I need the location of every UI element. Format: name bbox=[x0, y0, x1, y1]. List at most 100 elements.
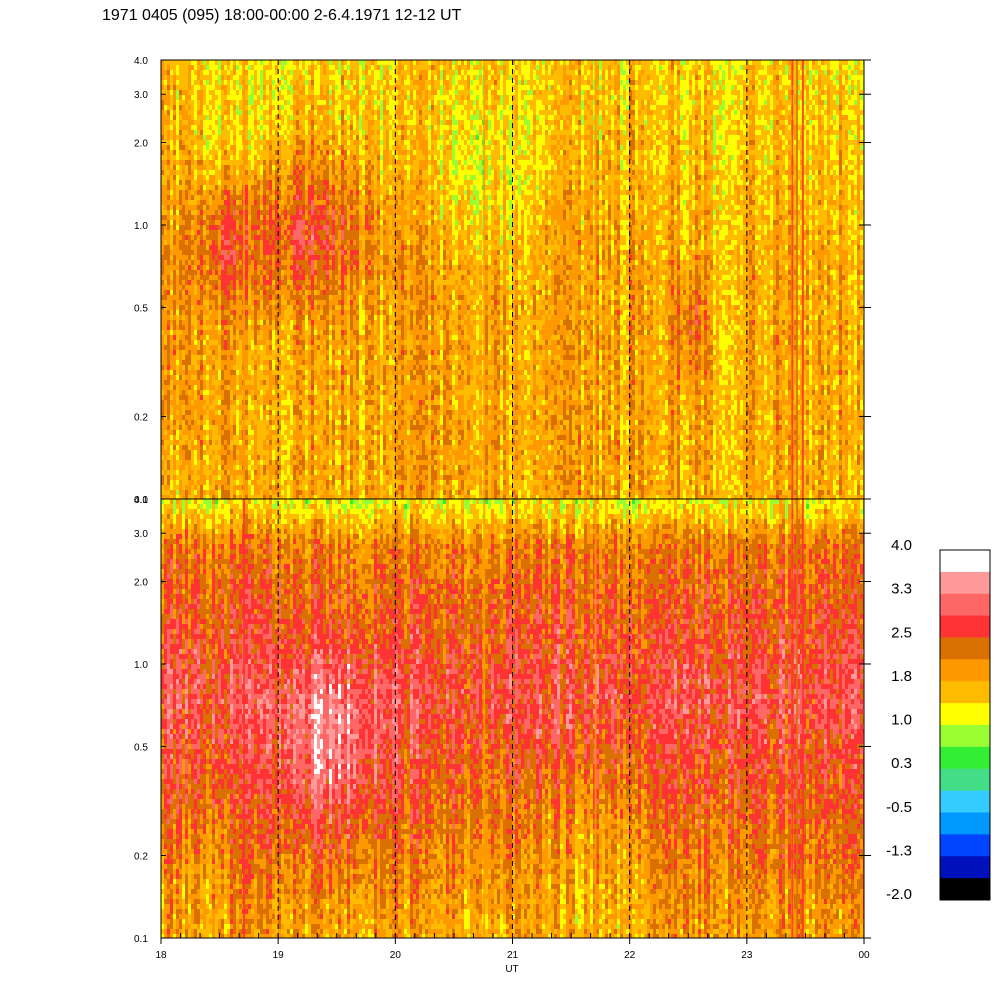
spectrum-cell bbox=[194, 305, 197, 310]
spectrum-cell bbox=[263, 225, 266, 230]
spectrum-cell bbox=[221, 360, 224, 365]
spectrum-cell bbox=[257, 490, 260, 495]
spectrum-cell bbox=[194, 130, 197, 135]
spectrum-cell bbox=[173, 195, 176, 200]
spectrum-cell bbox=[269, 190, 272, 195]
spectrum-cell bbox=[227, 65, 230, 70]
spectrum-cell bbox=[269, 400, 272, 405]
spectrum-cell bbox=[251, 110, 254, 115]
spectrum-cell bbox=[296, 335, 299, 340]
spectrum-cell bbox=[245, 290, 248, 295]
spectrum-cell bbox=[206, 225, 209, 230]
spectrum-cell bbox=[320, 75, 323, 80]
spectrum-cell bbox=[176, 80, 179, 85]
spectrum-cell bbox=[269, 170, 272, 175]
spectrum-cell bbox=[167, 160, 170, 165]
spectrum-cell bbox=[215, 160, 218, 165]
spectrum-cell bbox=[188, 80, 191, 85]
spectrum-cell bbox=[260, 215, 263, 220]
spectrum-cell bbox=[182, 255, 185, 260]
spectrum-cell bbox=[194, 475, 197, 480]
spectrum-cell bbox=[284, 390, 287, 395]
spectrum-cell bbox=[266, 490, 269, 495]
spectrum-cell bbox=[245, 145, 248, 150]
spectrum-cell bbox=[314, 275, 317, 280]
spectrum-cell bbox=[176, 340, 179, 345]
spectrum-cell bbox=[176, 60, 179, 65]
spectrum-cell bbox=[188, 345, 191, 350]
spectrum-cell bbox=[320, 165, 323, 170]
spectrum-cell bbox=[164, 195, 167, 200]
spectrum-cell bbox=[245, 400, 248, 405]
spectrum-cell bbox=[197, 480, 200, 485]
spectrum-cell bbox=[194, 455, 197, 460]
spectrum-cell bbox=[173, 385, 176, 390]
spectrum-cell bbox=[194, 155, 197, 160]
spectrum-cell bbox=[299, 240, 302, 245]
spectrum-cell bbox=[320, 275, 323, 280]
spectrum-cell bbox=[290, 100, 293, 105]
spectrum-cell bbox=[248, 375, 251, 380]
spectrum-cell bbox=[212, 150, 215, 155]
spectrum-cell bbox=[260, 385, 263, 390]
spectrum-cell bbox=[194, 255, 197, 260]
spectrum-cell bbox=[296, 280, 299, 285]
spectrum-cell bbox=[197, 250, 200, 255]
spectrum-cell bbox=[281, 60, 284, 65]
spectrum-cell bbox=[206, 325, 209, 330]
spectrum-cell bbox=[314, 415, 317, 420]
spectrum-cell bbox=[194, 165, 197, 170]
spectrum-cell bbox=[173, 175, 176, 180]
spectrum-cell bbox=[266, 300, 269, 305]
spectrum-cell bbox=[281, 395, 284, 400]
spectrum-cell bbox=[305, 290, 308, 295]
spectrum-cell bbox=[236, 490, 239, 495]
spectrum-cell bbox=[269, 225, 272, 230]
spectrum-cell bbox=[326, 160, 329, 165]
spectrum-cell bbox=[227, 205, 230, 210]
spectrum-cell bbox=[251, 315, 254, 320]
spectrum-cell bbox=[188, 400, 191, 405]
spectrum-cell bbox=[275, 325, 278, 330]
spectrum-cell bbox=[212, 230, 215, 235]
spectrum-cell bbox=[245, 375, 248, 380]
spectrum-cell bbox=[209, 460, 212, 465]
spectrum-cell bbox=[248, 185, 251, 190]
spectrum-cell bbox=[257, 435, 260, 440]
spectrum-cell bbox=[272, 85, 275, 90]
spectrum-cell bbox=[266, 175, 269, 180]
spectrum-cell bbox=[251, 480, 254, 485]
spectrum-cell bbox=[248, 205, 251, 210]
spectrum-cell bbox=[257, 340, 260, 345]
spectrum-cell bbox=[263, 105, 266, 110]
spectrum-cell bbox=[185, 310, 188, 315]
spectrum-cell bbox=[287, 75, 290, 80]
spectrum-cell bbox=[323, 370, 326, 375]
spectrum-cell bbox=[305, 285, 308, 290]
spectrum-cell bbox=[230, 260, 233, 265]
spectrum-cell bbox=[200, 285, 203, 290]
spectrum-cell bbox=[326, 140, 329, 145]
spectrum-cell bbox=[212, 160, 215, 165]
spectrum-cell bbox=[164, 300, 167, 305]
spectrum-cell bbox=[248, 195, 251, 200]
spectrum-cell bbox=[275, 305, 278, 310]
spectrum-cell bbox=[260, 170, 263, 175]
spectrum-cell bbox=[233, 65, 236, 70]
spectrum-cell bbox=[263, 240, 266, 245]
spectrum-cell bbox=[233, 160, 236, 165]
spectrum-cell bbox=[233, 370, 236, 375]
spectrum-cell bbox=[329, 185, 332, 190]
spectrum-cell bbox=[233, 365, 236, 370]
spectrum-cell bbox=[260, 260, 263, 265]
spectrum-cell bbox=[224, 150, 227, 155]
spectrum-cell bbox=[194, 90, 197, 95]
spectrum-cell bbox=[287, 295, 290, 300]
spectrum-cell bbox=[290, 465, 293, 470]
spectrum-cell bbox=[206, 315, 209, 320]
spectrum-cell bbox=[254, 380, 257, 385]
spectrum-cell bbox=[314, 195, 317, 200]
spectrum-cell bbox=[314, 295, 317, 300]
spectrum-cell bbox=[329, 345, 332, 350]
spectrum-cell bbox=[323, 220, 326, 225]
